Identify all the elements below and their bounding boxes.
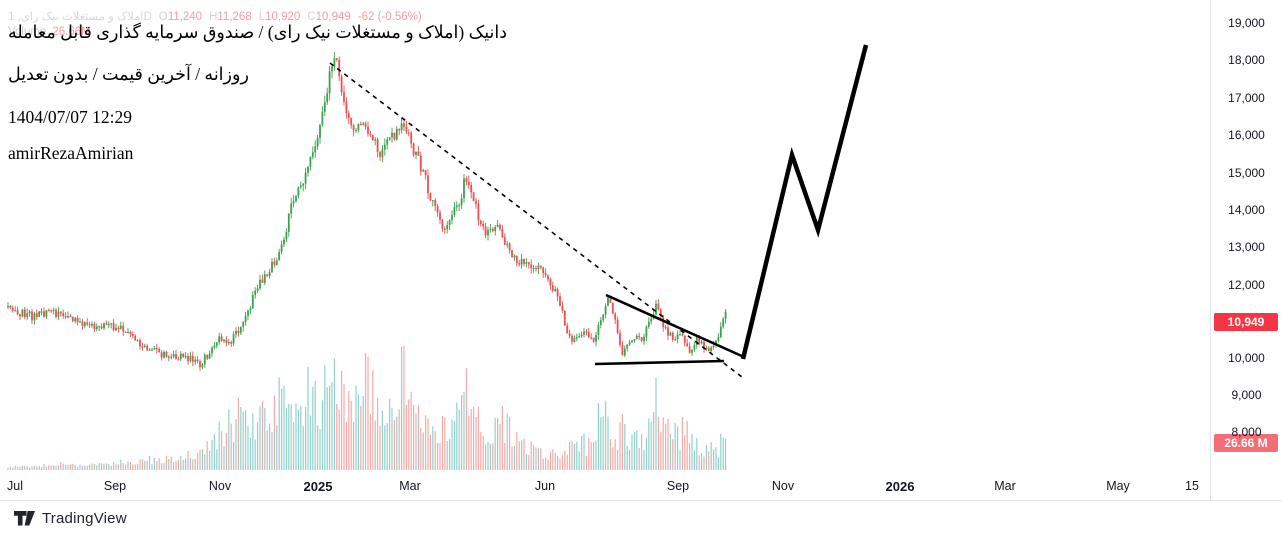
- time-tick-label: 2025: [303, 479, 333, 494]
- open-label: O: [158, 11, 168, 23]
- idea-datetime: 1404/07/07 12:29: [8, 107, 132, 127]
- time-tick-label: Jun: [534, 479, 556, 493]
- tradingview-logo-text: TradingView: [42, 509, 127, 527]
- candlestick-plot[interactable]: [0, 0, 1210, 500]
- idea-title: دانیک (املاک و مستغلات نیک رای) / صندوق …: [8, 22, 508, 42]
- price-tick-label: 13,000: [1228, 240, 1265, 254]
- wedge-upper-line-drawing[interactable]: [605, 293, 745, 359]
- volume-label: Volume: [8, 26, 47, 38]
- time-tick-label: Sep: [666, 479, 690, 493]
- volume-legend[interactable]: Volume 26.66M: [8, 26, 91, 38]
- close-value: 10,949: [315, 11, 351, 23]
- dashed-trendline-drawing[interactable]: [329, 62, 743, 378]
- high-label: H: [209, 11, 218, 23]
- tradingview-brand[interactable]: TradingView: [14, 510, 127, 527]
- time-tick-label: Nov: [208, 479, 232, 493]
- price-tick-label: 19,000: [1228, 16, 1265, 30]
- price-axis[interactable]: 10,949 26.66 M 19,000 18,000 17,000 16,000 1…: [1210, 0, 1282, 500]
- low-label: L: [258, 11, 266, 23]
- price-tick-label: 14,000: [1228, 203, 1265, 217]
- time-tick-label: 2026: [885, 479, 915, 494]
- time-tick-label: 15: [1185, 479, 1199, 493]
- close-label: C: [307, 11, 316, 23]
- price-tick-label: 12,000: [1228, 278, 1265, 292]
- high-value: 11,268: [217, 11, 252, 23]
- wedge-lower-line-drawing[interactable]: [594, 359, 725, 366]
- price-tick-label: 8,000: [1231, 425, 1262, 439]
- time-tick-label: Nov: [771, 479, 795, 493]
- last-price-tag: 10,949: [1214, 313, 1278, 331]
- symbol-legend[interactable]: املاک و مستغلات نیک رای, 1D O11,240 H11,26…: [8, 9, 422, 23]
- projection-zigzag-drawing[interactable]: [740, 44, 869, 360]
- volume-tag: 26.66 M: [1214, 434, 1278, 452]
- time-tick-label: Mar: [399, 479, 421, 493]
- change-value: -62 (-0.56%): [357, 11, 422, 23]
- time-tick-label: Jul: [7, 479, 23, 493]
- idea-subtitle: روزانه / آخرین قیمت / بدون تعدیل: [8, 64, 249, 84]
- open-value: 11,240: [167, 11, 203, 23]
- price-tick-label: 17,000: [1228, 91, 1265, 105]
- time-tick-label: Sep: [103, 479, 127, 493]
- time-tick-label: May: [1106, 479, 1130, 493]
- volume-value: 26.66M: [52, 26, 91, 38]
- low-value: 10,920: [265, 11, 301, 23]
- price-tick-label: 15,000: [1228, 166, 1265, 180]
- price-tick-label: 10,000: [1228, 351, 1265, 365]
- tradingview-logo-icon: [14, 510, 35, 525]
- symbol-name: املاک و مستغلات نیک رای, 1D: [8, 11, 152, 23]
- chart-pane[interactable]: املاک و مستغلات نیک رای, 1D O11,240 H11,26…: [0, 0, 1210, 500]
- idea-author: amirRezaAmirian: [8, 143, 134, 163]
- time-tick-label: Mar: [994, 479, 1016, 493]
- price-tick-label: 18,000: [1228, 53, 1265, 67]
- footer-bar: TradingView: [0, 500, 1282, 535]
- price-tick-label: 9,000: [1231, 388, 1262, 402]
- time-axis[interactable]: Jul Sep Nov 2025 Mar Jun Sep Nov 2026 Mar May 15: [0, 472, 1210, 500]
- price-tick-label: 16,000: [1228, 128, 1265, 142]
